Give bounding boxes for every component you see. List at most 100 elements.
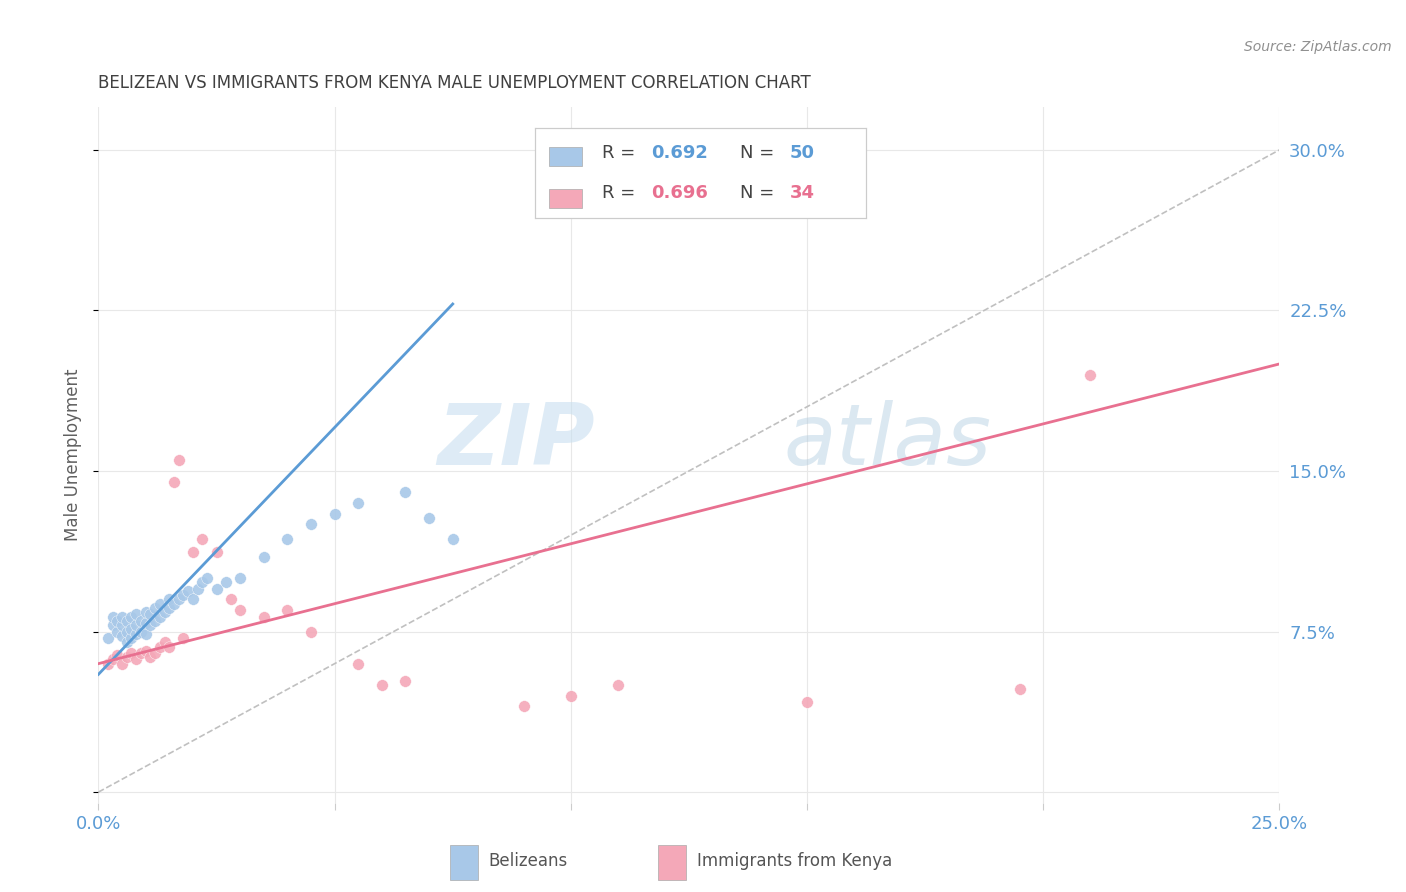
Point: [512, 699, 534, 714]
Point: [115, 650, 138, 665]
Text: R =: R =: [602, 145, 641, 162]
Point: [153, 635, 176, 649]
Point: [205, 545, 228, 559]
Point: [796, 695, 818, 709]
Text: 0.696: 0.696: [651, 184, 709, 202]
Point: [97, 631, 120, 645]
Point: [143, 614, 166, 628]
Point: [441, 533, 464, 547]
Point: [1008, 682, 1031, 697]
Text: Source: ZipAtlas.com: Source: ZipAtlas.com: [1244, 40, 1392, 54]
Point: [101, 618, 124, 632]
Point: [205, 582, 228, 596]
Point: [125, 618, 148, 632]
Point: [115, 614, 138, 628]
Point: [560, 689, 582, 703]
Y-axis label: Male Unemployment: Male Unemployment: [65, 368, 83, 541]
Point: [149, 640, 172, 654]
Point: [195, 571, 218, 585]
Point: [167, 453, 190, 467]
Point: [143, 601, 166, 615]
Point: [149, 597, 172, 611]
Text: atlas: atlas: [783, 400, 991, 483]
FancyBboxPatch shape: [450, 845, 478, 880]
Point: [157, 601, 180, 615]
Point: [418, 511, 440, 525]
Point: [111, 629, 134, 643]
Point: [163, 475, 186, 489]
Text: 34: 34: [790, 184, 815, 202]
Text: N =: N =: [741, 184, 780, 202]
Point: [172, 588, 194, 602]
Point: [135, 644, 157, 658]
Point: [219, 592, 242, 607]
Text: BELIZEAN VS IMMIGRANTS FROM KENYA MALE UNEMPLOYMENT CORRELATION CHART: BELIZEAN VS IMMIGRANTS FROM KENYA MALE U…: [98, 74, 811, 92]
Text: N =: N =: [741, 145, 780, 162]
Point: [125, 607, 148, 622]
Point: [253, 609, 276, 624]
Point: [167, 592, 190, 607]
Point: [139, 650, 162, 665]
Point: [125, 626, 148, 640]
Text: 50: 50: [790, 145, 815, 162]
Point: [157, 640, 180, 654]
Point: [143, 646, 166, 660]
Point: [139, 618, 162, 632]
FancyBboxPatch shape: [548, 147, 582, 166]
Text: R =: R =: [602, 184, 641, 202]
Point: [135, 615, 157, 630]
Point: [101, 609, 124, 624]
Point: [347, 496, 370, 510]
Point: [125, 652, 148, 666]
Point: [371, 678, 394, 692]
Point: [101, 652, 124, 666]
Point: [135, 626, 157, 640]
Point: [187, 582, 209, 596]
Point: [105, 648, 128, 662]
Point: [115, 635, 138, 649]
Point: [111, 618, 134, 632]
Point: [347, 657, 370, 671]
Point: [191, 533, 214, 547]
Point: [299, 624, 322, 639]
Point: [121, 646, 143, 660]
Point: [394, 485, 416, 500]
Point: [253, 549, 276, 564]
Point: [129, 624, 152, 639]
Point: [215, 575, 238, 590]
Point: [121, 609, 143, 624]
Point: [135, 605, 157, 619]
Point: [276, 533, 298, 547]
Point: [115, 624, 138, 639]
Point: [105, 614, 128, 628]
Text: Immigrants from Kenya: Immigrants from Kenya: [697, 852, 891, 870]
Point: [607, 678, 630, 692]
Text: Belizeans: Belizeans: [489, 852, 568, 870]
Point: [105, 624, 128, 639]
Point: [1080, 368, 1102, 382]
Point: [129, 646, 152, 660]
Point: [323, 507, 346, 521]
Point: [163, 597, 186, 611]
Point: [149, 609, 172, 624]
Point: [121, 623, 143, 637]
Point: [276, 603, 298, 617]
Point: [157, 592, 180, 607]
Point: [121, 631, 143, 645]
Point: [177, 583, 200, 598]
Point: [153, 605, 176, 619]
Point: [299, 517, 322, 532]
Text: ZIP: ZIP: [437, 400, 595, 483]
Point: [229, 571, 252, 585]
Point: [97, 657, 120, 671]
Point: [181, 592, 204, 607]
Point: [229, 603, 252, 617]
Point: [191, 575, 214, 590]
FancyBboxPatch shape: [548, 188, 582, 208]
Point: [181, 545, 204, 559]
Text: 0.692: 0.692: [651, 145, 709, 162]
Point: [111, 657, 134, 671]
Point: [111, 609, 134, 624]
Point: [129, 614, 152, 628]
Point: [139, 607, 162, 622]
